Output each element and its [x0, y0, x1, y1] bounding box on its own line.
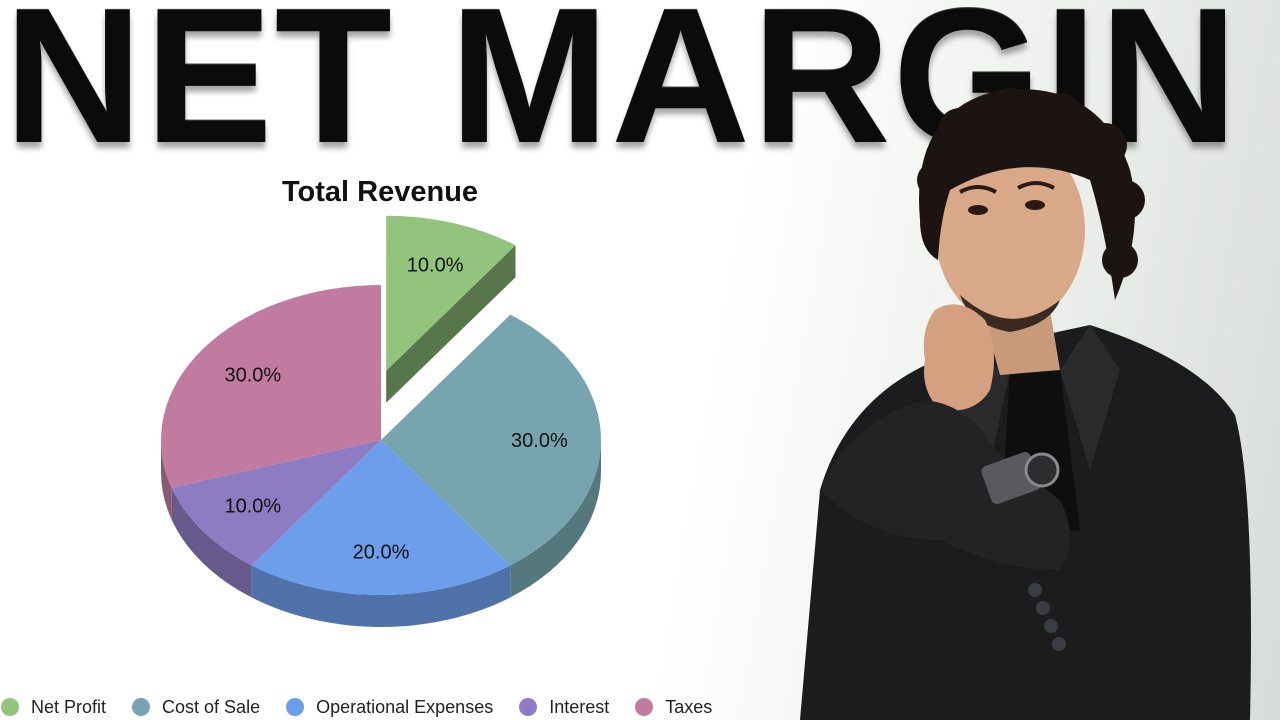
legend: Net Profit Cost of Sale Operational Expe…: [0, 694, 738, 720]
pie-side-interest: [171, 487, 252, 598]
legend-label: Interest: [549, 696, 610, 717]
legend-swatch: [286, 698, 305, 716]
legend-item-interest: Interest: [519, 697, 609, 718]
legend-item-net-profit: Net Profit: [1, 697, 106, 718]
chart-title: Total Revenue: [281, 176, 479, 208]
pie-side-cost-of-sale: [510, 440, 601, 598]
jacket-lapel: [1060, 325, 1120, 470]
face: [935, 135, 1085, 325]
legend-label: Net Profit: [31, 696, 107, 717]
legend-label: Cost of Sale: [162, 696, 261, 717]
legend-item-taxes: Taxes: [635, 697, 712, 718]
hand: [923, 304, 994, 411]
pie-slice-operational-expenses: [251, 440, 511, 595]
legend-item-cost-of-sale: Cost of Sale: [132, 697, 260, 718]
legend-label: Operational Expenses: [316, 696, 494, 717]
pie-side-taxes: [161, 440, 172, 520]
legend-label: Taxes: [665, 696, 713, 717]
pie-slice-taxes: [160, 285, 381, 488]
sleeve: [820, 400, 1070, 570]
pie-label-taxes: 30.0%: [224, 364, 281, 386]
pie-wall-net-profit-1: [386, 245, 516, 403]
pie-slice-interest: [171, 440, 381, 566]
legend-swatch: [635, 698, 654, 716]
legend-swatch: [132, 698, 151, 716]
pie-slice-net-profit: [386, 215, 516, 371]
legend-swatch: [1, 698, 19, 716]
pie-slice-cost-of-sale: [381, 314, 601, 566]
pie-sides: [161, 245, 601, 627]
legend-swatch: [519, 698, 538, 716]
pie-label-cost-of-sale: 30.0%: [511, 430, 568, 452]
pie-label-interest: 10.0%: [224, 496, 281, 518]
pie-tops: [160, 215, 601, 595]
pie-label-operational-expenses: 20.0%: [353, 542, 410, 564]
legend-item-operational-expenses: Operational Expenses: [286, 697, 493, 718]
pie-labels: 10.0% 30.0% 20.0% 10.0% 30.0%: [224, 255, 567, 564]
presenter-photo: [800, 88, 1251, 720]
pie-side-operational-expenses: [251, 565, 511, 627]
pie-label-net-profit: 10.0%: [407, 255, 464, 277]
